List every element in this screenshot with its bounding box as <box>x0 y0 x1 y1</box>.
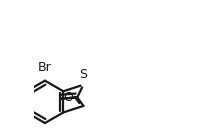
Text: Br: Br <box>38 61 52 74</box>
Text: S: S <box>79 68 87 81</box>
Text: O: O <box>63 91 73 104</box>
